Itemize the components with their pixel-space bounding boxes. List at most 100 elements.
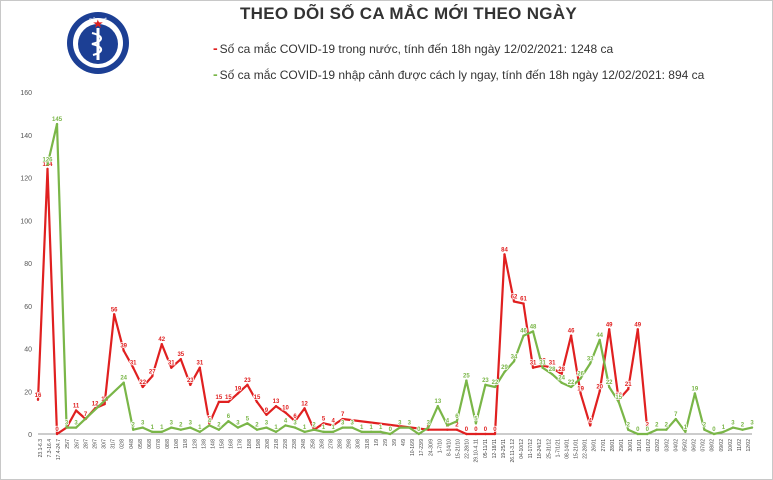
imported-data-point (227, 419, 230, 423)
imported-data-label: 24 (120, 376, 127, 382)
domestic-data-point (512, 300, 516, 303)
imported-data-point (274, 430, 278, 434)
imported-data-label: 6 (227, 414, 231, 420)
imported-data-point (655, 428, 658, 431)
imported-data-point (427, 426, 430, 429)
domestic-data-point (217, 400, 221, 404)
x-tick-label: 19-25/11 (501, 439, 507, 459)
x-tick-label: 29.10-4.11 (474, 439, 480, 463)
domestic-data-label: 23 (187, 378, 194, 384)
imported-data-label: 1 (360, 425, 364, 431)
x-tick-label: 28/7 (83, 439, 89, 449)
domestic-data-point (465, 432, 468, 436)
domestic-data-label: 31 (549, 361, 556, 367)
domestic-data-label: 7 (341, 412, 345, 418)
x-tick-label: 24/8 (301, 439, 307, 449)
domestic-data-point (46, 167, 49, 171)
imported-data-point (246, 422, 249, 425)
imported-data-label: 1 (684, 425, 688, 431)
x-tick-label: 29/7 (92, 439, 98, 449)
x-tick-label: 01/02 (646, 439, 652, 452)
x-tick-label: 04/02 (673, 439, 679, 452)
imported-data-point (627, 428, 630, 431)
imported-data-point (722, 430, 725, 434)
imported-data-point (265, 426, 268, 429)
imported-data-label: 23 (482, 378, 489, 384)
imported-data-point (646, 432, 649, 436)
imported-data-label: 2 (312, 423, 316, 429)
domestic-data-point (198, 366, 202, 369)
domestic-data-label: 31 (196, 361, 203, 367)
imported-data-label: 3 (74, 421, 78, 427)
domestic-data-label: 4 (331, 418, 335, 424)
x-tick-label: 31/01 (637, 439, 643, 452)
domestic-data-point (236, 392, 240, 395)
imported-data-point (474, 422, 478, 425)
imported-data-label: 44 (596, 333, 603, 339)
domestic-data-label: 12 (301, 401, 308, 407)
x-tick-label: 26/8 (319, 439, 325, 449)
page-title: THEO DÕI SỐ CA MẮC MỚI THEO NGÀY (240, 4, 578, 23)
domestic-data-point (474, 432, 478, 436)
domestic-data-label: 7 (84, 412, 88, 418)
x-tick-label: 10-16/9 (410, 439, 416, 456)
imported-data-point (617, 400, 620, 404)
imported-data-point (693, 392, 697, 395)
domestic-data-label: 6 (293, 414, 297, 420)
x-tick-label: 4/9 (401, 439, 407, 446)
x-tick-label: 12/8 (192, 439, 198, 449)
x-tick-label: 18-24/12 (537, 439, 543, 459)
imported-data-label: 2 (703, 423, 707, 429)
y-tick-label: 0 (28, 432, 32, 439)
domestic-data-label: 31 (530, 361, 537, 367)
imported-data-label: 26 (577, 371, 584, 377)
domestic-data-point (189, 383, 192, 387)
imported-data-point (665, 428, 668, 431)
domestic-data-label: 15 (225, 395, 232, 401)
domestic-data-label: 0 (55, 427, 59, 433)
domestic-data-point (608, 328, 611, 331)
domestic-data-label: 0 (484, 427, 488, 433)
imported-data-label: 25 (463, 374, 470, 380)
domestic-data-label: 84 (501, 247, 508, 253)
domestic-data-point (208, 422, 211, 425)
imported-data-point (674, 417, 678, 421)
imported-data-label: 46 (520, 329, 527, 335)
domestic-data-label: 9 (265, 408, 269, 414)
x-tick-label: 3/9 (392, 439, 398, 446)
imported-data-label: 3 (170, 421, 174, 427)
x-tick-label: 04-10/12 (519, 439, 525, 459)
imported-data-label: 24 (558, 376, 565, 382)
domestic-data-label: 0 (474, 427, 478, 433)
x-tick-label: 1-7/10 (437, 439, 443, 453)
imported-data-point (65, 426, 68, 429)
domestic-data-point (493, 432, 497, 436)
imported-series-line (46, 123, 753, 436)
domestic-data-point (646, 428, 649, 431)
imported-data-label: 22 (568, 380, 575, 386)
x-tick-label: 30/7 (102, 439, 108, 449)
x-tick-label: 07/02 (701, 439, 707, 452)
imported-data-point (312, 428, 316, 431)
imported-data-point (493, 385, 497, 389)
imported-data-point (703, 428, 706, 431)
domestic-data-label: 20 (596, 384, 603, 390)
domestic-data-label: 2 (312, 423, 316, 429)
y-tick-label: 80 (24, 261, 32, 268)
imported-data-label: 3 (293, 421, 297, 427)
imported-data-label: 2 (627, 423, 631, 429)
x-tick-label: 13/8 (201, 439, 207, 449)
x-tick-label: 26.11-3.12 (510, 439, 516, 463)
x-tick-label: 06/02 (692, 439, 698, 452)
domestic-data-point (550, 366, 554, 369)
domestic-data-label: 39 (120, 344, 127, 350)
x-tick-label: 25/7 (65, 439, 71, 449)
imported-data-point (588, 362, 592, 365)
domestic-data-label: 10 (282, 406, 289, 412)
imported-data-point (341, 426, 344, 429)
imported-data-label: 2 (255, 423, 259, 429)
x-tick-label: 20/8 (265, 439, 271, 449)
domestic-data-point (170, 366, 173, 369)
x-tick-label: 30/01 (628, 439, 634, 452)
imported-data-point (750, 426, 754, 429)
